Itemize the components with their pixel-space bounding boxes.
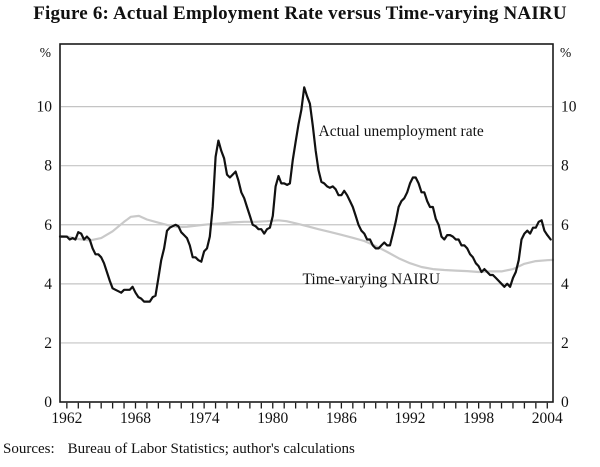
figure-title: Figure 6: Actual Employment Rate versus … xyxy=(33,3,567,24)
x-axis-tick-label: 1962 xyxy=(51,410,82,427)
y-axis-tick-label-left: 2 xyxy=(44,335,52,352)
y-axis-tick-label-left: 0 xyxy=(44,394,52,411)
series-line-time-varying-nairu xyxy=(58,214,555,274)
x-axis-tick-label: 1974 xyxy=(189,410,220,427)
x-axis-tick-label: 1992 xyxy=(395,410,426,427)
y-axis-tick-label-right: 2 xyxy=(561,335,569,352)
source-line: Sources: Bureau of Labor Statistics; auth… xyxy=(3,441,355,458)
x-axis-tick-label: 1998 xyxy=(463,410,494,427)
y-axis-tick-label-left: 10 xyxy=(37,99,53,116)
y-axis-tick-label-right: 6 xyxy=(561,217,569,234)
annotation-time-varying-nairu: Time-varying NAIRU xyxy=(302,271,440,288)
y-axis-tick-label-left: 4 xyxy=(44,276,52,293)
source-text: Bureau of Labor Statistics; author's cal… xyxy=(67,441,355,457)
series-line-actual-unemployment-rate xyxy=(58,86,552,303)
source-label: Sources: xyxy=(3,441,55,457)
y-axis-tick-label-left: 8 xyxy=(44,158,52,175)
x-axis-tick-label: 1980 xyxy=(257,410,288,427)
plot-border xyxy=(59,43,554,403)
x-axis-tick-label: 1968 xyxy=(120,410,151,427)
y-axis-tick-label-right: 10 xyxy=(561,99,577,116)
x-axis-tick-label: 1986 xyxy=(326,410,357,427)
percent-symbol-right: % xyxy=(560,45,571,60)
y-axis-tick-label-left: 6 xyxy=(44,217,52,234)
y-axis-tick-label-right: 4 xyxy=(561,276,569,293)
percent-symbol-left: % xyxy=(40,45,51,60)
annotation-actual-unemployment-rate: Actual unemployment rate xyxy=(319,123,484,140)
y-axis-tick-label-right: 0 xyxy=(561,394,569,411)
x-axis-tick-label: 2004 xyxy=(532,410,563,427)
y-axis-tick-label-right: 8 xyxy=(561,158,569,175)
